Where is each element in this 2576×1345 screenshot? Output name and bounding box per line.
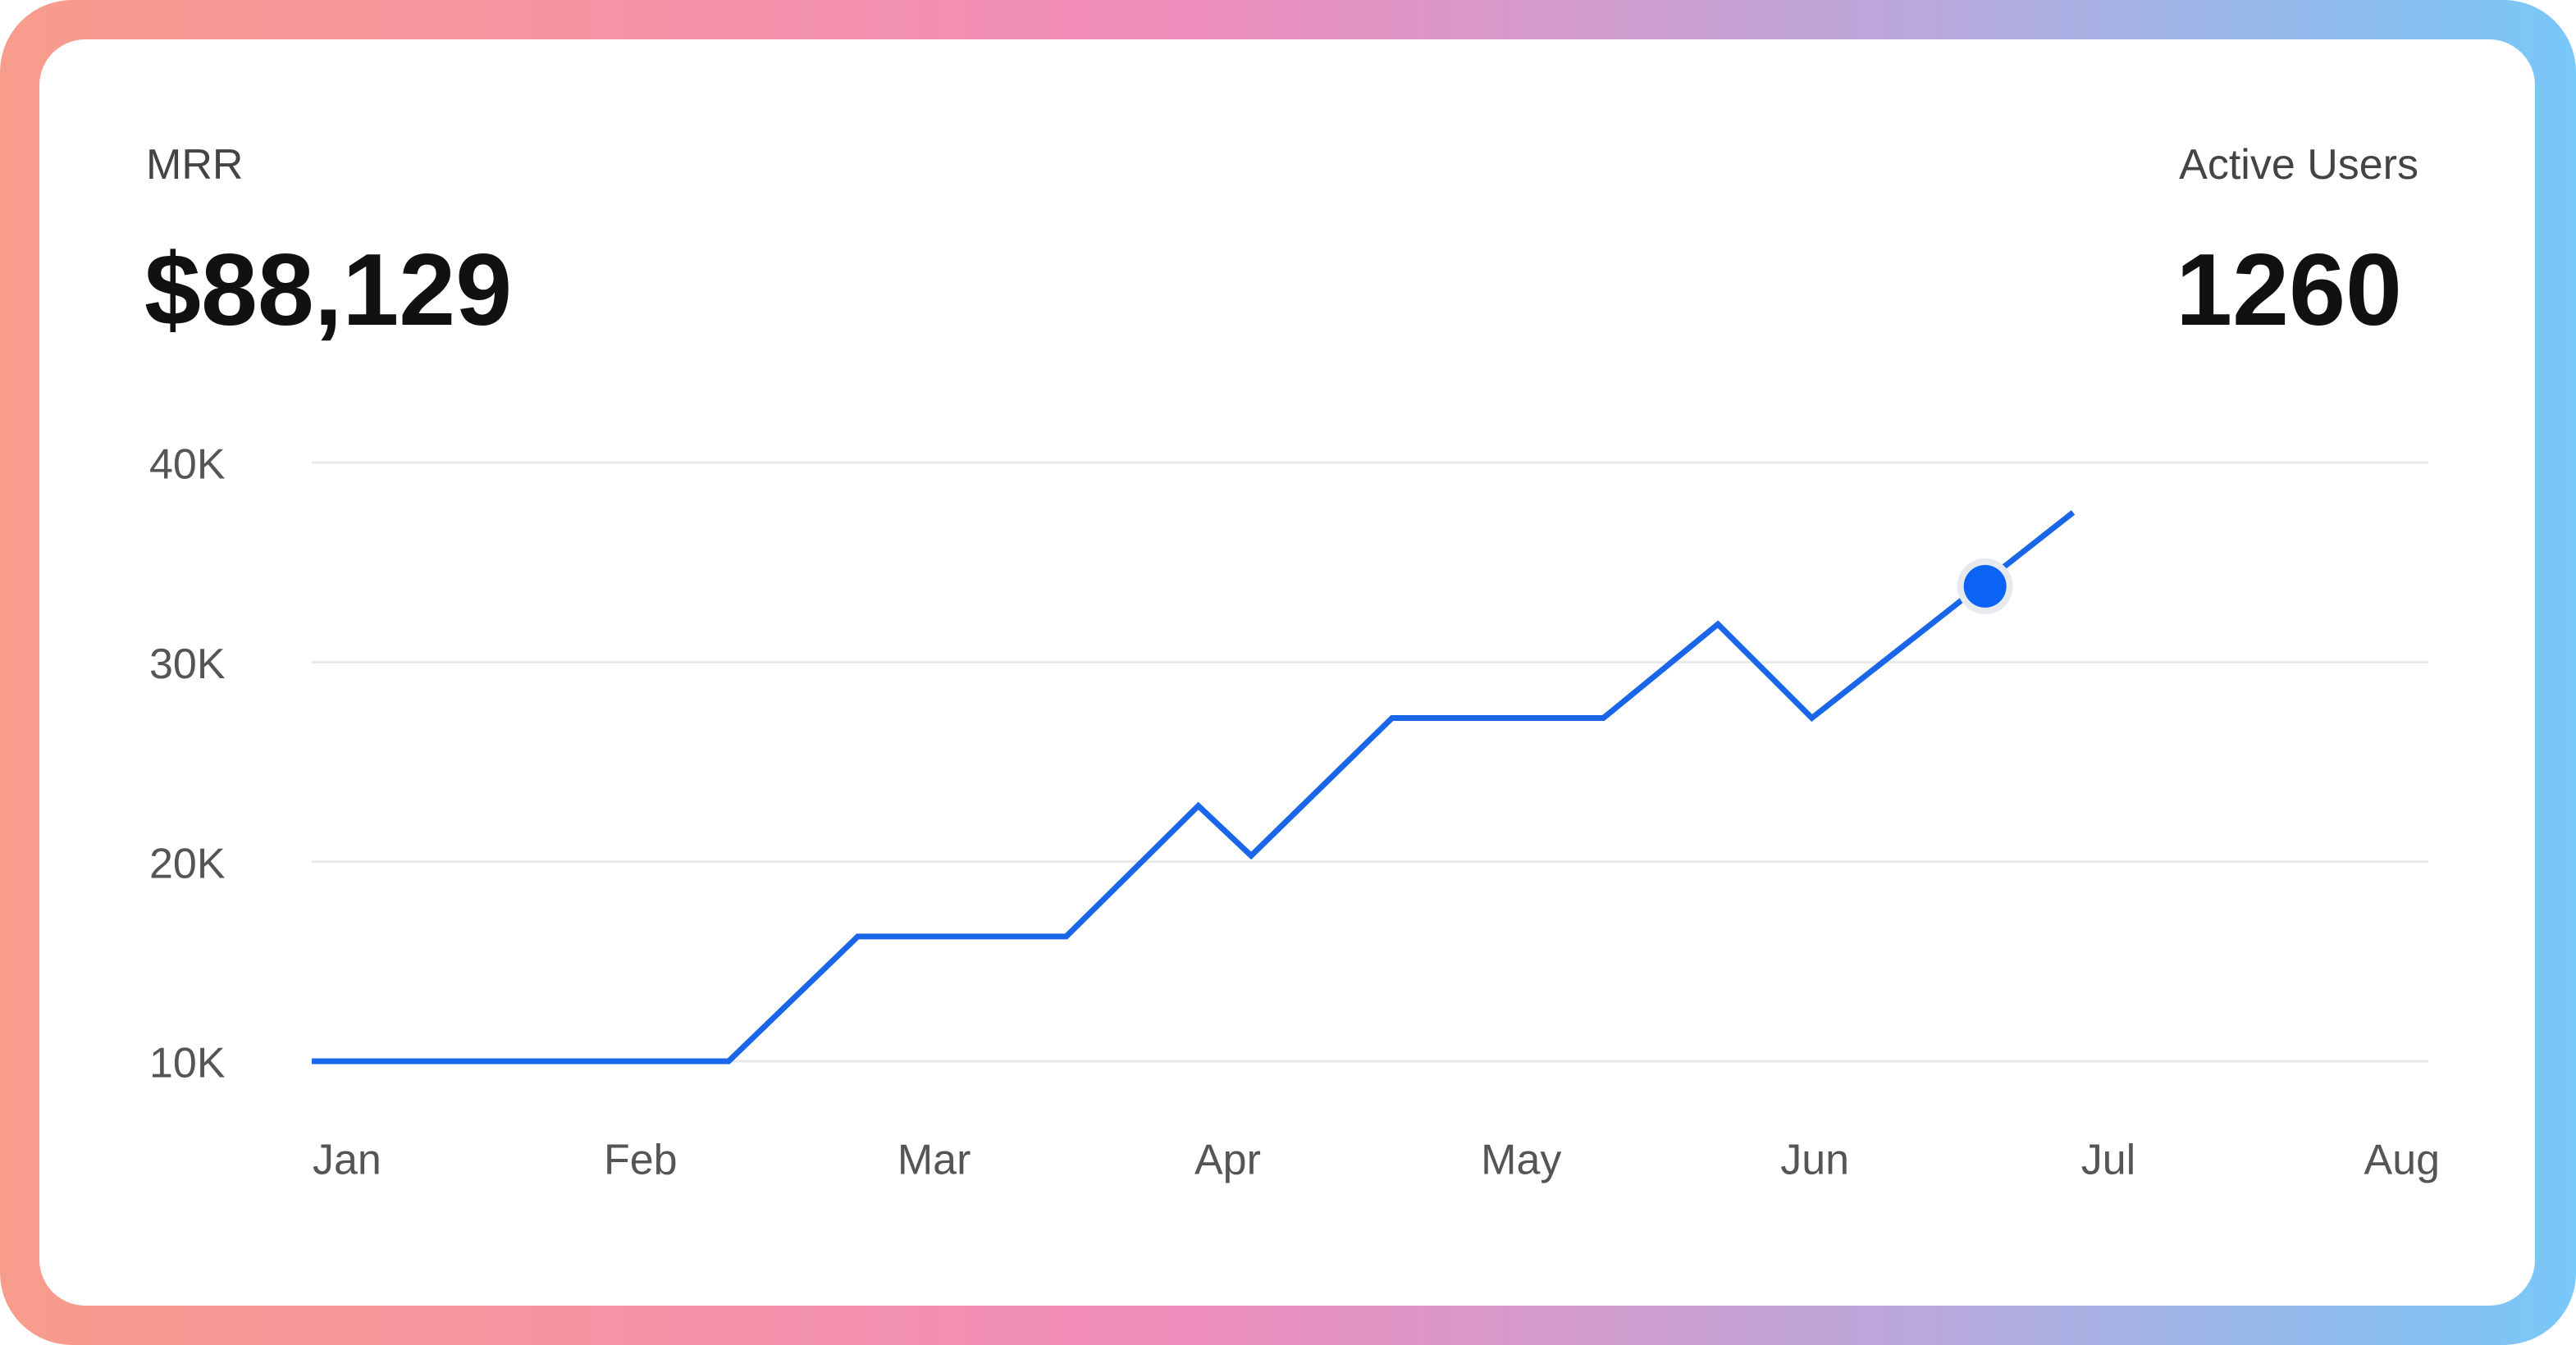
y-tick-label: 10K — [149, 1040, 226, 1087]
x-tick-label: Jan — [313, 1137, 381, 1184]
x-tick-label: Apr — [1194, 1137, 1261, 1184]
x-tick-label: Jun — [1780, 1137, 1849, 1184]
x-tick-label: Mar — [897, 1137, 971, 1184]
x-tick-label: Aug — [2364, 1137, 2441, 1184]
y-tick-label: 40K — [149, 441, 226, 489]
kpi-value: 1260 — [2176, 234, 2402, 347]
highlight-point — [1963, 564, 2007, 608]
x-tick-label: Jul — [2081, 1137, 2135, 1184]
card-body — [39, 39, 2535, 1306]
data-line — [312, 510, 2076, 1065]
x-tick-label: Feb — [604, 1137, 678, 1184]
kpi-label: MRR — [146, 141, 243, 189]
x-tick-label: May — [1481, 1137, 1561, 1184]
y-tick-label: 20K — [149, 840, 226, 887]
kpi-value: $88,129 — [144, 234, 512, 347]
y-tick-label: 30K — [149, 641, 226, 688]
kpi-label: Active Users — [2179, 141, 2418, 189]
